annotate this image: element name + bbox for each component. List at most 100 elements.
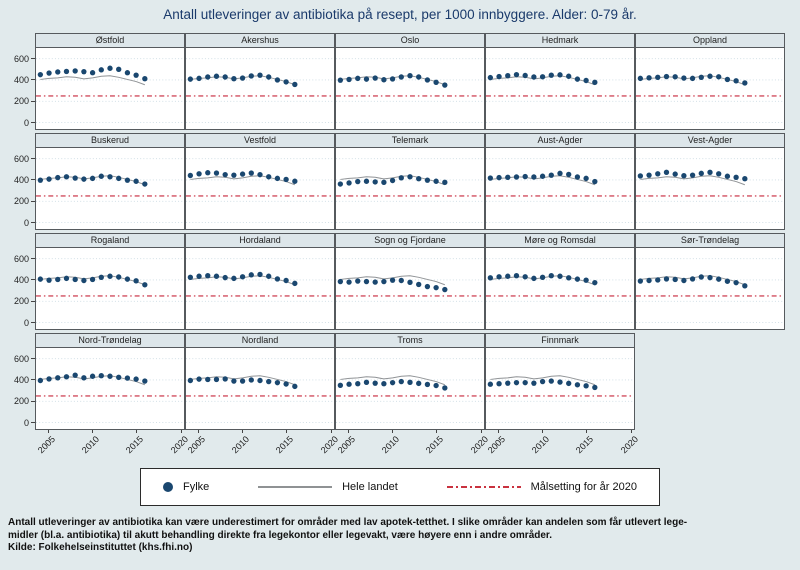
data-point [98, 67, 104, 73]
data-point [389, 379, 396, 386]
data-point [496, 274, 502, 280]
data-point [637, 278, 644, 284]
y-tick-label: 200 [14, 396, 35, 406]
data-point [292, 178, 298, 184]
data-point [548, 72, 554, 78]
data-point [372, 75, 378, 81]
data-point [257, 171, 263, 178]
data-point [424, 177, 431, 183]
data-point [142, 378, 148, 384]
panel-aust-agder: Aust-Agder [485, 133, 635, 230]
data-point [566, 275, 572, 281]
data-point [283, 277, 289, 284]
data-point [257, 377, 263, 384]
panel-title: Akershus [186, 34, 334, 48]
y-axis-labels-row-2: 0 200 400 600 [0, 133, 35, 230]
legend-item-fylke: Fylke [163, 481, 209, 493]
data-point [689, 75, 696, 82]
data-point [505, 273, 511, 279]
data-point [98, 373, 104, 379]
data-point [442, 385, 448, 391]
data-point [266, 273, 272, 279]
data-point [63, 374, 70, 380]
y-tick-label: 200 [14, 96, 35, 106]
data-point [381, 278, 387, 285]
data-point [416, 380, 422, 387]
data-point [205, 74, 211, 80]
data-point [46, 277, 52, 283]
panel-plot [636, 158, 784, 224]
panel-plot [486, 358, 634, 424]
data-point [698, 170, 704, 177]
data-point [398, 175, 404, 181]
data-point [655, 171, 661, 177]
panel-finnmark: Finnmark [485, 333, 635, 430]
legend-label-maalsetting: Målsetting for år 2020 [530, 481, 637, 493]
data-point [63, 174, 70, 180]
panel-oppland: Oppland [635, 33, 785, 130]
national-line [490, 375, 595, 386]
x-tick-mark [348, 430, 350, 433]
data-point [424, 77, 431, 83]
data-point [381, 381, 387, 387]
national-line [340, 375, 445, 386]
data-point [407, 279, 413, 286]
data-point [187, 172, 194, 179]
footnote-source: Kilde: Folkehelseinstituttet (khs.fhi.no… [8, 542, 193, 553]
data-point [124, 70, 131, 76]
data-point [274, 77, 281, 83]
data-point [513, 174, 520, 180]
data-point [363, 178, 370, 184]
data-point [557, 379, 563, 385]
data-point [487, 381, 494, 387]
data-point [133, 72, 139, 78]
data-point [513, 379, 520, 386]
x-tick-mark [198, 430, 200, 433]
data-point [116, 374, 122, 381]
data-point [231, 172, 237, 178]
data-point [433, 178, 439, 184]
data-point [548, 273, 554, 279]
panel-plot [336, 258, 484, 324]
data-point [124, 276, 131, 282]
data-point [681, 173, 687, 179]
data-point [346, 381, 352, 387]
data-point [239, 171, 246, 177]
data-point [196, 376, 202, 382]
data-point [672, 74, 678, 80]
legend-item-maalsetting: Målsetting for år 2020 [446, 481, 637, 493]
y-tick-label: 400 [14, 175, 35, 185]
data-point [698, 274, 704, 280]
data-point [548, 172, 554, 178]
data-point [407, 73, 413, 79]
data-point [248, 377, 254, 383]
panel-plot [336, 58, 484, 124]
panel-akershus: Akershus [185, 33, 335, 130]
data-point [416, 74, 422, 80]
data-point [566, 171, 572, 178]
data-point [337, 77, 344, 83]
panel-plot [186, 358, 334, 424]
data-point [55, 69, 61, 75]
y-tick-label: 400 [14, 275, 35, 285]
panel-telemark: Telemark [335, 133, 485, 230]
data-point [133, 178, 139, 184]
data-point [116, 66, 122, 73]
data-point [583, 175, 589, 182]
y-tick-label: 600 [14, 154, 35, 164]
panel-plot [336, 358, 484, 424]
panel--stfold: Østfold [35, 33, 185, 130]
panel-title: Nordland [186, 334, 334, 348]
data-point [505, 380, 511, 386]
data-point [637, 75, 644, 82]
data-point [363, 379, 370, 386]
data-point [274, 276, 281, 282]
data-point [257, 72, 263, 78]
panel-title: Nord-Trøndelag [36, 334, 184, 348]
y-tick-label: 0 [24, 118, 35, 128]
data-point [505, 73, 511, 79]
data-point [689, 276, 696, 282]
data-point [355, 75, 361, 82]
data-point [698, 74, 704, 81]
x-axis: 2005 2010 2015 2020 2005 2010 2015 2020 2005 2010… [0, 430, 785, 464]
